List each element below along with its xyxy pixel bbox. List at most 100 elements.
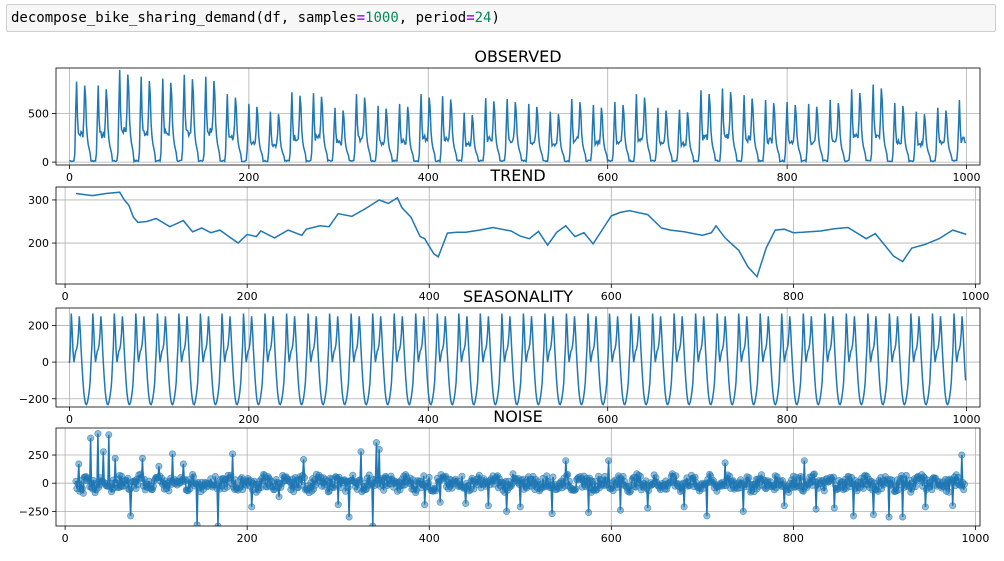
- data-point: [75, 460, 83, 468]
- data-point: [960, 480, 968, 488]
- data-point: [334, 501, 342, 509]
- period-value: 24: [474, 10, 492, 26]
- data-point: [636, 472, 644, 480]
- y-tick-label: 250: [28, 449, 49, 462]
- data-point: [797, 472, 805, 480]
- data-point: [949, 502, 957, 510]
- data-point: [331, 481, 339, 489]
- data-point: [349, 471, 357, 479]
- x-tick-label: 600: [597, 171, 618, 184]
- data-point: [849, 512, 857, 520]
- y-tick-label: −250: [19, 505, 49, 518]
- data-point: [810, 470, 818, 478]
- x-tick-label: 800: [783, 290, 804, 303]
- x-tick-label: 400: [419, 290, 440, 303]
- data-point: [820, 487, 828, 495]
- x-tick-label: 1000: [961, 290, 989, 303]
- x-tick-label: 800: [777, 413, 798, 426]
- series-line: [69, 69, 967, 164]
- data-point: [375, 445, 383, 453]
- data-point: [139, 454, 147, 462]
- x-tick-label: 200: [238, 171, 259, 184]
- data-point: [644, 504, 652, 512]
- data-point: [585, 508, 593, 516]
- x-tick-label: 200: [237, 290, 258, 303]
- data-point: [830, 504, 838, 512]
- y-tick-label: 200: [28, 237, 49, 250]
- x-tick-label: 400: [418, 413, 439, 426]
- data-point: [780, 502, 788, 510]
- y-tick-label: 200: [28, 319, 49, 332]
- data-point: [548, 510, 556, 518]
- data-point: [229, 450, 237, 458]
- data-point: [739, 507, 747, 515]
- data-point: [928, 486, 936, 494]
- data-point: [812, 505, 820, 513]
- data-point: [275, 493, 283, 501]
- data-point: [721, 459, 729, 467]
- data-point: [227, 471, 235, 479]
- x-tick-label: 0: [62, 290, 69, 303]
- data-point: [87, 434, 95, 442]
- x-tick-label: 400: [418, 171, 439, 184]
- x-tick-label: 1000: [953, 413, 981, 426]
- data-point: [79, 489, 87, 497]
- data-point: [745, 474, 753, 482]
- data-point: [921, 503, 929, 511]
- x-tick-label: 0: [62, 532, 69, 545]
- data-point: [300, 474, 308, 482]
- x-tick-label: 600: [601, 532, 622, 545]
- data-point: [179, 460, 187, 468]
- data-point: [562, 457, 570, 465]
- data-point: [357, 448, 365, 456]
- x-tick-label: 1000: [953, 171, 981, 184]
- data-point: [432, 484, 440, 492]
- x-tick-label: 200: [238, 413, 259, 426]
- axes-frame: [55, 186, 981, 285]
- subplot-noise: 0 200 400 600 800 1000 −250 0 250 NOISE: [19, 407, 990, 545]
- x-tick-label: 1000: [961, 532, 989, 545]
- data-point: [345, 513, 353, 521]
- subplot-observed: 0 200 400 600 800 1000 0 500 OBSERVED: [28, 47, 981, 184]
- x-tick-label: 0: [66, 171, 73, 184]
- x-tick-label: 800: [777, 171, 798, 184]
- y-tick-label: 300: [28, 194, 49, 207]
- data-point: [549, 473, 557, 481]
- data-point: [703, 512, 711, 520]
- data-point: [484, 502, 492, 510]
- data-point: [899, 513, 907, 521]
- args-close: ): [491, 10, 500, 26]
- data-point: [885, 513, 893, 521]
- data-point: [372, 439, 380, 447]
- code-cell-input[interactable]: decompose_bike_sharing_demand(df, sample…: [6, 4, 996, 32]
- data-point: [958, 451, 966, 459]
- data-point: [111, 454, 119, 462]
- data-point: [564, 470, 572, 478]
- data-point: [516, 503, 524, 511]
- data-point: [572, 485, 580, 493]
- data-point: [945, 488, 953, 496]
- data-point: [672, 472, 680, 480]
- data-point: [605, 457, 613, 465]
- data-point: [193, 521, 201, 526]
- axes-frame: [55, 67, 981, 166]
- data-point: [211, 472, 219, 480]
- data-point: [678, 486, 686, 494]
- data-point: [165, 487, 173, 495]
- data-point: [503, 507, 511, 515]
- samples-value: 1000: [365, 10, 399, 26]
- equals-operator: =: [466, 10, 475, 26]
- data-point: [421, 501, 429, 509]
- axes-frame: [55, 427, 981, 527]
- data-point: [169, 450, 177, 458]
- x-tick-label: 400: [419, 532, 440, 545]
- data-point: [565, 477, 573, 485]
- data-point: [436, 498, 444, 506]
- x-tick-label: 600: [601, 290, 622, 303]
- data-point: [190, 473, 198, 481]
- y-tick-label: 500: [28, 108, 49, 121]
- data-point: [462, 499, 470, 507]
- subplot-trend: 0 200 400 600 800 1000 200 300 TREND: [28, 166, 989, 303]
- args-open: (df, samples: [255, 10, 357, 26]
- x-tick-label: 0: [66, 413, 73, 426]
